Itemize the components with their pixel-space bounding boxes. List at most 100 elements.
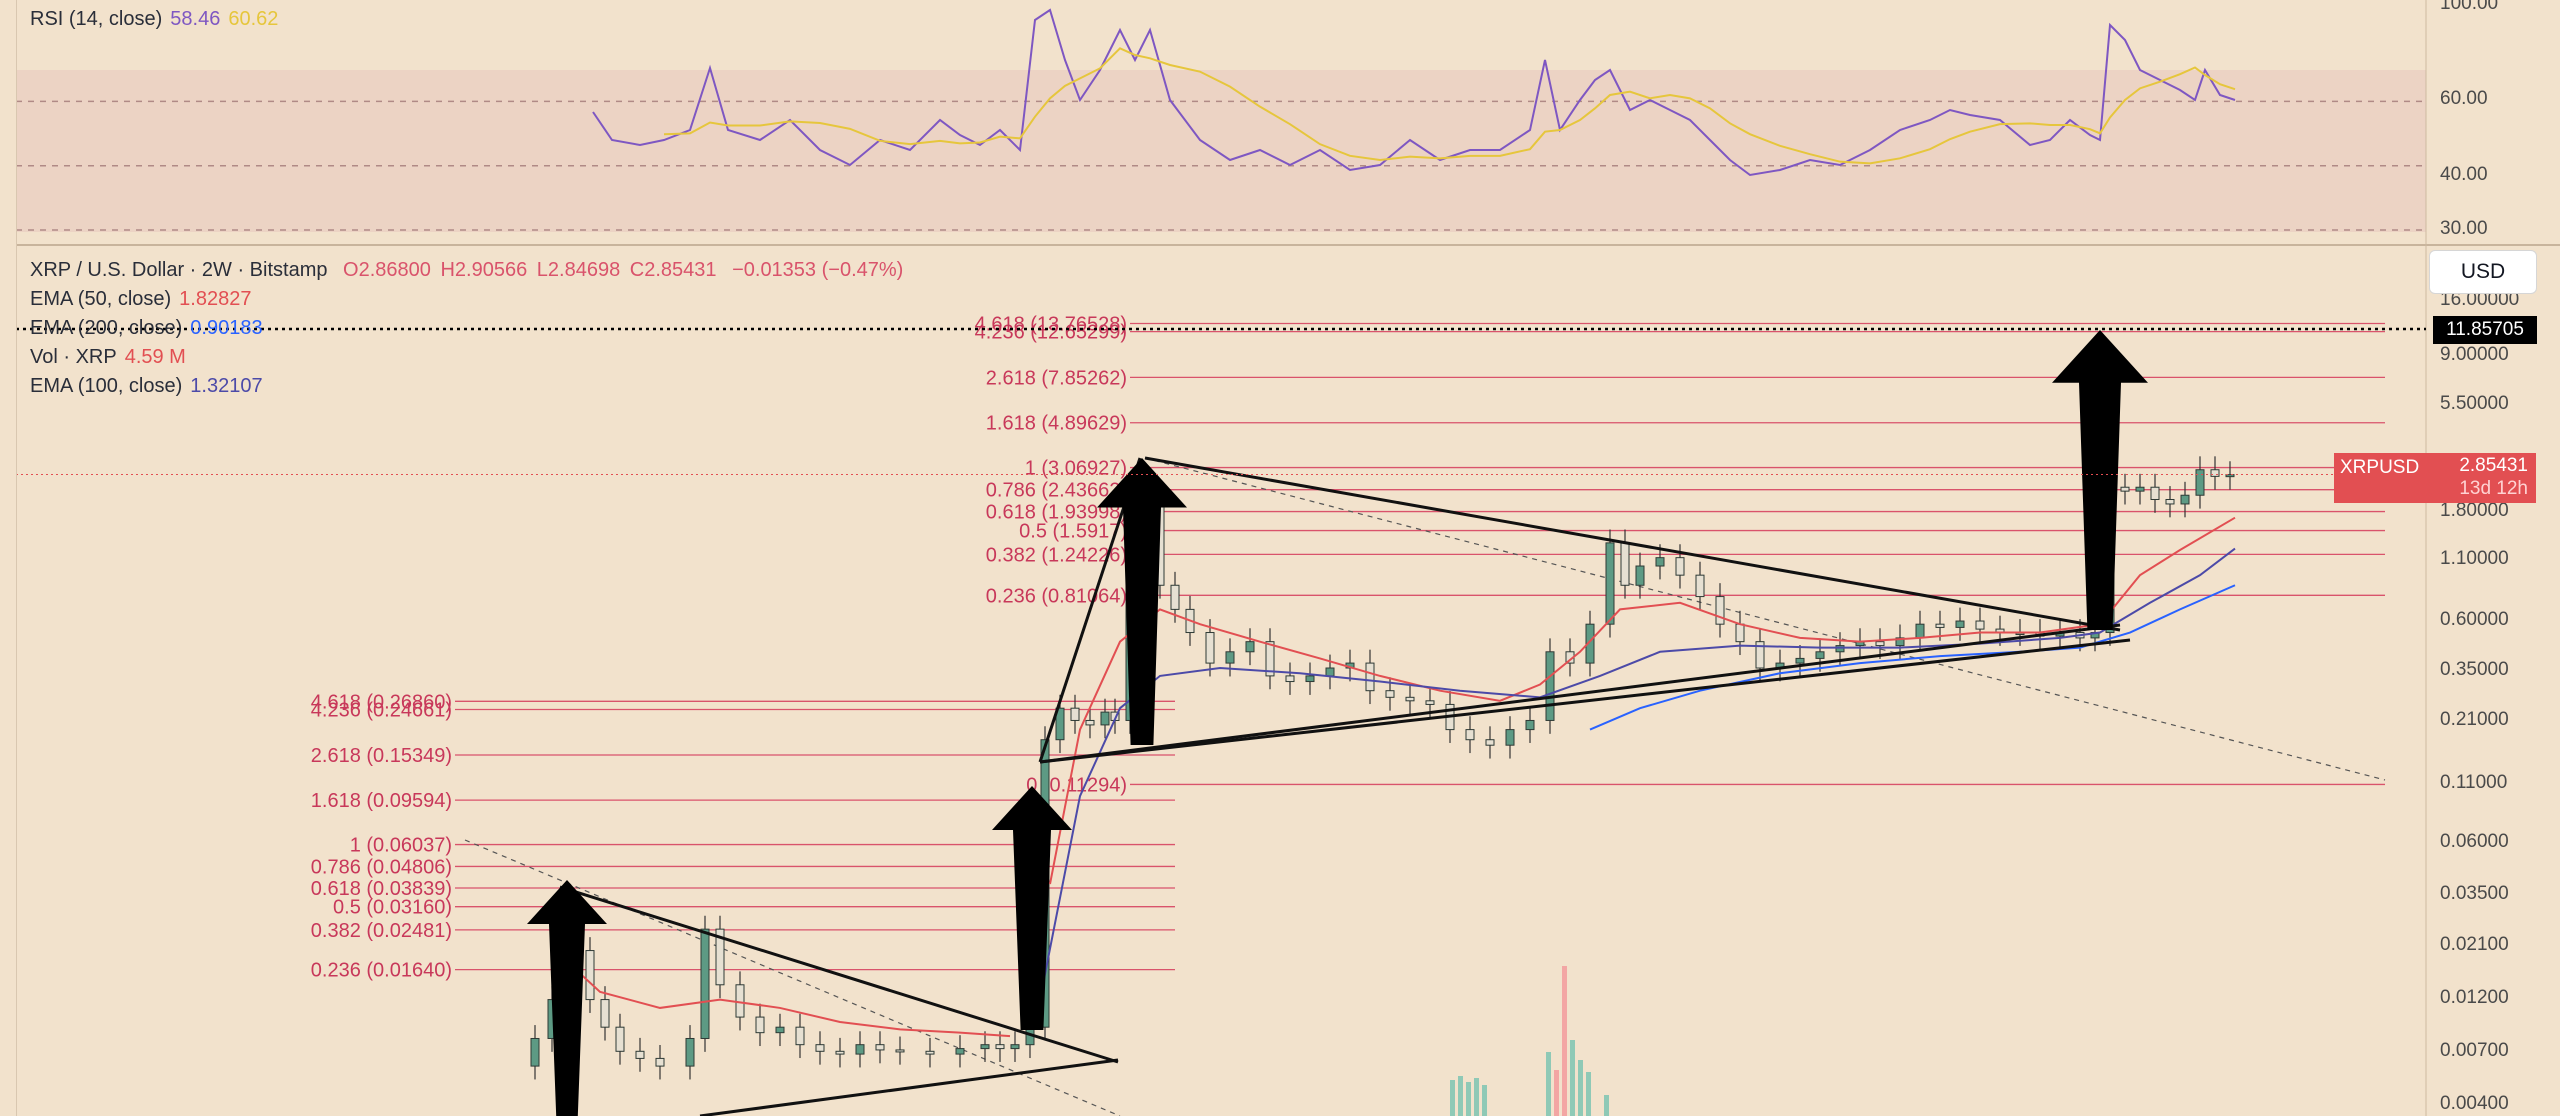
candle [585, 950, 595, 1001]
volume-bar [1450, 1080, 1455, 1116]
fib-trend-line [1144, 457, 2386, 781]
candles-group [530, 456, 2235, 1080]
triangle-trend-line [1039, 623, 2121, 764]
candle [1895, 637, 1905, 647]
ohlc-high: H2.90566 [440, 259, 528, 281]
volume-bar [1554, 1070, 1559, 1116]
fib-level-label: 2.618 (7.85262) [986, 367, 1127, 389]
candle [755, 1016, 765, 1034]
fib-level-label: 0.236 (0.01640) [311, 960, 452, 982]
rsi-legend-value: 58.46 [170, 8, 221, 30]
price-axis-label: 0.21000 [2440, 709, 2509, 730]
bar-countdown: 13d 12h [2459, 478, 2528, 499]
ema50-legend: EMA (50, close) 1.82827 [30, 288, 251, 311]
rsi-legend: RSI (14, close) 58.46 60.62 [30, 8, 278, 31]
candle [1405, 696, 1415, 702]
up-arrow-icon [1097, 458, 1187, 745]
last-price-tag: XRPUSD 2.85431 13d 12h [2334, 453, 2536, 503]
currency-button[interactable]: USD [2429, 250, 2537, 294]
candle [700, 928, 710, 1039]
triangle-trend-line [1039, 638, 2131, 764]
price-axis-label: 0.35000 [2440, 659, 2509, 680]
fib-level-label: 1.618 (0.09594) [311, 790, 452, 812]
ema200-line [1589, 584, 2236, 731]
candle [1955, 620, 1965, 628]
candle [995, 1044, 1005, 1050]
candle [895, 1049, 905, 1053]
volume-value: 4.59 M [124, 346, 186, 368]
candle [2225, 474, 2235, 478]
candle [1085, 719, 1095, 726]
candle [1170, 584, 1180, 610]
candle [1425, 700, 1435, 705]
last-price-symbol: XRPUSD [2340, 457, 2420, 478]
candle [655, 1057, 665, 1067]
rsi-axis-label: 30.00 [2440, 218, 2488, 239]
fib-level-label: 1 (0.06037) [350, 835, 452, 857]
ohlc-low: L2.84698 [536, 259, 621, 281]
ema100-label: EMA (100, close) [30, 375, 183, 397]
price-axis-label: 0.60000 [2440, 609, 2509, 630]
fib-level-label: 1 (3.06927) [1025, 458, 1127, 480]
price-axis-label: 0.06000 [2440, 831, 2509, 852]
last-price-value: 2.85431 [2459, 455, 2528, 476]
fib-level-label: 1.618 (4.89629) [986, 413, 1127, 435]
volume-bar [1604, 1095, 1609, 1116]
candle [815, 1044, 825, 1052]
candle [2195, 469, 2205, 496]
symbol-legend: XRP / U.S. Dollar · 2W · Bitstamp O2.868… [30, 259, 903, 282]
candle [1975, 620, 1985, 630]
ema200-label: EMA (200, close) [30, 317, 183, 339]
volume-bar [1578, 1060, 1583, 1116]
ema200-legend: EMA (200, close) 0.90183 [30, 317, 263, 340]
fib-level-label: 0.382 (0.02481) [311, 920, 452, 942]
crosshair-price-label: 11.85705 [2433, 316, 2537, 344]
price-axis-label: 0.03500 [2440, 883, 2509, 904]
fib-level-label: 0.618 (0.03839) [311, 878, 452, 900]
rsi-axis-label: 60.00 [2440, 88, 2488, 109]
volume-legend: Vol · XRP 4.59 M [30, 346, 186, 369]
candle [1205, 632, 1215, 664]
candle [1505, 729, 1515, 746]
rsi-band [16, 70, 2426, 232]
candle [980, 1044, 990, 1050]
fib-level-label: 0.786 (0.04806) [311, 856, 452, 878]
candle [1465, 729, 1475, 741]
triangle-trend-line [1144, 456, 2121, 632]
up-arrow-icon [2052, 330, 2148, 630]
candle [685, 1037, 695, 1067]
candle [1655, 557, 1665, 567]
candle [1365, 662, 1375, 692]
price-axis-label: 0.02100 [2440, 934, 2509, 955]
fib-level-label: 4.236 (0.24661) [311, 699, 452, 721]
ema50-line [1049, 516, 2236, 885]
volume-bar [1570, 1040, 1575, 1116]
rsi-ma-line [663, 47, 2236, 165]
candle [2210, 469, 2220, 477]
candle [1605, 542, 1615, 625]
candle [775, 1026, 785, 1034]
candle [1715, 596, 1725, 625]
price-axis-label: 5.50000 [2440, 393, 2509, 414]
fib-lower-group: 4.618 (0.26860)4.236 (0.24661) 2.618 (0.1… [311, 691, 1175, 982]
candle [1245, 641, 1255, 653]
price-axis-label: 0.01200 [2440, 987, 2509, 1008]
candle [1755, 641, 1765, 669]
fib-level-label: 0.382 (1.24226) [986, 544, 1127, 566]
candle [1265, 641, 1275, 677]
fib-level-label: 0 (0.11294) [1026, 774, 1127, 796]
candle [1225, 651, 1235, 664]
candle [1325, 667, 1335, 677]
fib-level-label: 0.5 (1.5917) [1019, 521, 1127, 543]
fib-trend-line [464, 839, 1121, 1116]
candle [1620, 542, 1630, 586]
ema50-label: EMA (50, close) [30, 288, 172, 310]
fib-level-label: 0.786 (2.43662) [986, 480, 1127, 502]
volume-bar [1458, 1076, 1463, 1116]
candle [600, 999, 610, 1028]
fib-level-label: 0.5 (0.03160) [333, 897, 452, 919]
candle [1695, 574, 1705, 598]
fib-level-label: 0.618 (1.93998) [986, 502, 1127, 524]
